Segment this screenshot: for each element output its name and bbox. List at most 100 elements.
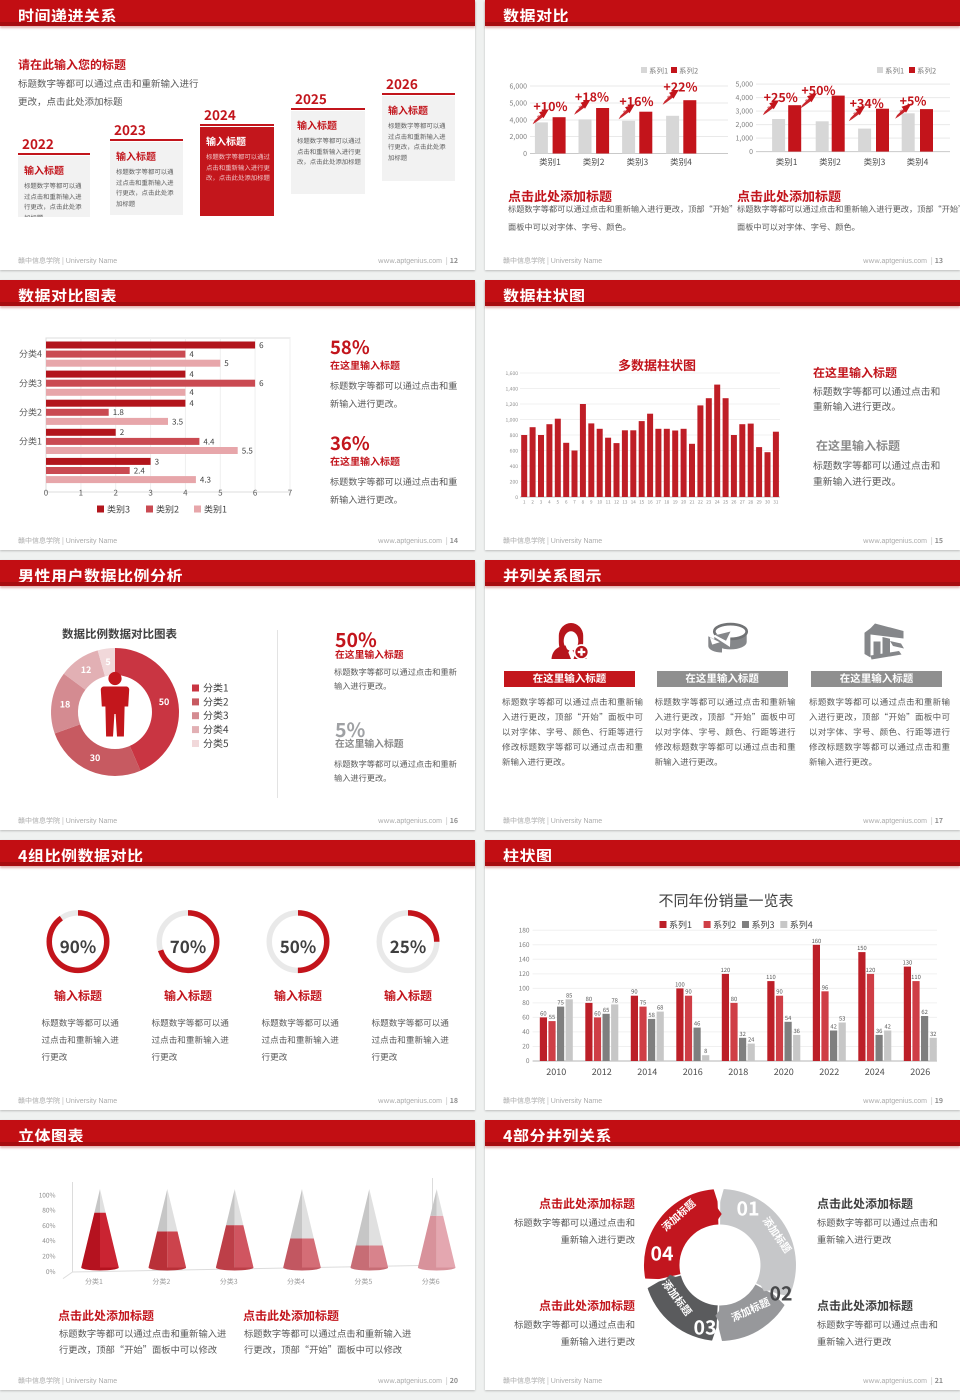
svg-text:4.4: 4.4 bbox=[203, 436, 215, 447]
svg-text:55: 55 bbox=[549, 1012, 555, 1021]
svg-text:110: 110 bbox=[766, 972, 776, 981]
svg-text:7: 7 bbox=[288, 488, 293, 499]
svg-text:80: 80 bbox=[522, 997, 530, 1007]
svg-text:4.3: 4.3 bbox=[200, 475, 211, 486]
svg-text:58: 58 bbox=[648, 1010, 654, 1019]
svg-text:01: 01 bbox=[736, 1193, 759, 1222]
svg-text:6,000: 6,000 bbox=[510, 82, 528, 92]
svg-text:100: 100 bbox=[519, 982, 530, 992]
svg-text:1: 1 bbox=[79, 488, 83, 499]
svg-text:22: 22 bbox=[698, 500, 703, 506]
svg-text:类别4: 类别4 bbox=[907, 156, 929, 168]
svg-text:75: 75 bbox=[557, 998, 563, 1007]
svg-text:60: 60 bbox=[522, 1011, 530, 1021]
svg-text:29: 29 bbox=[757, 500, 762, 506]
svg-text:5: 5 bbox=[557, 500, 560, 506]
svg-text:2020: 2020 bbox=[774, 1065, 794, 1078]
svg-text:8: 8 bbox=[704, 1046, 707, 1055]
svg-text:17: 17 bbox=[656, 500, 661, 506]
svg-text:分类3: 分类3 bbox=[19, 376, 42, 389]
svg-text:系列1: 系列1 bbox=[669, 918, 692, 931]
svg-text:30: 30 bbox=[765, 500, 770, 506]
svg-text:5: 5 bbox=[105, 655, 110, 668]
svg-text:类别2: 类别2 bbox=[156, 503, 179, 516]
svg-text:90: 90 bbox=[631, 987, 637, 996]
svg-text:02: 02 bbox=[769, 1278, 792, 1307]
svg-text:400: 400 bbox=[510, 463, 519, 470]
svg-text:18: 18 bbox=[60, 698, 71, 711]
svg-text:类别1: 类别1 bbox=[204, 503, 227, 516]
svg-text:类别3: 类别3 bbox=[864, 156, 886, 168]
svg-text:96: 96 bbox=[822, 982, 828, 991]
svg-text:分类5: 分类5 bbox=[354, 1277, 372, 1287]
svg-text:5: 5 bbox=[224, 358, 229, 369]
svg-text:100%: 100% bbox=[39, 1189, 56, 1199]
svg-text:6: 6 bbox=[253, 488, 258, 499]
svg-text:68: 68 bbox=[657, 1003, 663, 1012]
svg-text:100: 100 bbox=[675, 979, 685, 988]
svg-text:800: 800 bbox=[510, 432, 519, 439]
svg-text:+5%: +5% bbox=[900, 91, 927, 110]
svg-text:0: 0 bbox=[515, 494, 518, 501]
svg-text:5,000: 5,000 bbox=[510, 99, 528, 109]
svg-text:46: 46 bbox=[694, 1019, 700, 1028]
svg-text:90: 90 bbox=[685, 987, 691, 996]
svg-text:4: 4 bbox=[189, 369, 194, 380]
svg-text:62: 62 bbox=[921, 1007, 927, 1016]
svg-text:31: 31 bbox=[773, 500, 778, 506]
svg-text:2: 2 bbox=[531, 500, 534, 506]
svg-text:2024: 2024 bbox=[865, 1065, 885, 1078]
svg-text:系列4: 系列4 bbox=[790, 918, 813, 931]
svg-text:180: 180 bbox=[519, 924, 530, 934]
svg-text:6: 6 bbox=[259, 340, 264, 351]
svg-text:2012: 2012 bbox=[592, 1065, 612, 1078]
svg-text:1,400: 1,400 bbox=[506, 385, 519, 392]
svg-text:2022: 2022 bbox=[819, 1065, 839, 1078]
svg-text:26: 26 bbox=[731, 500, 736, 506]
svg-text:20%: 20% bbox=[42, 1251, 55, 1261]
svg-text:0: 0 bbox=[44, 488, 49, 499]
svg-text:60: 60 bbox=[594, 1008, 600, 1017]
svg-text:20: 20 bbox=[522, 1041, 530, 1051]
svg-text:160: 160 bbox=[519, 939, 530, 949]
svg-text:32: 32 bbox=[930, 1029, 936, 1038]
svg-text:分类3: 分类3 bbox=[220, 1277, 238, 1287]
svg-text:1: 1 bbox=[523, 500, 526, 506]
svg-text:2: 2 bbox=[113, 488, 118, 499]
svg-text:40%: 40% bbox=[42, 1235, 55, 1245]
svg-text:2016: 2016 bbox=[683, 1065, 703, 1078]
svg-text:2014: 2014 bbox=[637, 1065, 657, 1078]
svg-text:4,000: 4,000 bbox=[736, 93, 754, 103]
svg-text:32: 32 bbox=[739, 1029, 745, 1038]
svg-text:120: 120 bbox=[721, 965, 731, 974]
svg-text:130: 130 bbox=[903, 958, 913, 967]
svg-text:150: 150 bbox=[857, 943, 867, 952]
svg-text:3.5: 3.5 bbox=[172, 416, 184, 427]
svg-text:+18%: +18% bbox=[575, 87, 609, 106]
svg-text:30: 30 bbox=[90, 751, 101, 764]
svg-text:分类4: 分类4 bbox=[287, 1277, 305, 1287]
svg-text:0: 0 bbox=[523, 149, 527, 159]
svg-text:42: 42 bbox=[830, 1022, 836, 1031]
svg-text:类别1: 类别1 bbox=[776, 156, 798, 168]
svg-text:分类3: 分类3 bbox=[203, 707, 229, 722]
svg-text:分类1: 分类1 bbox=[203, 680, 229, 695]
svg-text:6: 6 bbox=[565, 500, 568, 506]
svg-text:25: 25 bbox=[723, 500, 728, 506]
svg-text:8: 8 bbox=[582, 500, 585, 506]
svg-text:75: 75 bbox=[640, 998, 646, 1007]
svg-text:40: 40 bbox=[522, 1026, 530, 1036]
svg-text:36: 36 bbox=[876, 1026, 882, 1035]
svg-text:0: 0 bbox=[749, 147, 753, 157]
svg-text:160: 160 bbox=[812, 936, 822, 945]
svg-text:1,600: 1,600 bbox=[506, 370, 519, 377]
svg-text:28: 28 bbox=[748, 500, 753, 506]
svg-text:65: 65 bbox=[603, 1005, 609, 1014]
svg-text:+50%: +50% bbox=[801, 80, 835, 99]
svg-text:600: 600 bbox=[510, 447, 519, 454]
svg-text:2.4: 2.4 bbox=[134, 465, 146, 476]
svg-text:80%: 80% bbox=[42, 1205, 55, 1215]
svg-text:类别4: 类别4 bbox=[670, 156, 692, 168]
svg-text:2018: 2018 bbox=[728, 1065, 748, 1078]
svg-text:5: 5 bbox=[218, 488, 223, 499]
